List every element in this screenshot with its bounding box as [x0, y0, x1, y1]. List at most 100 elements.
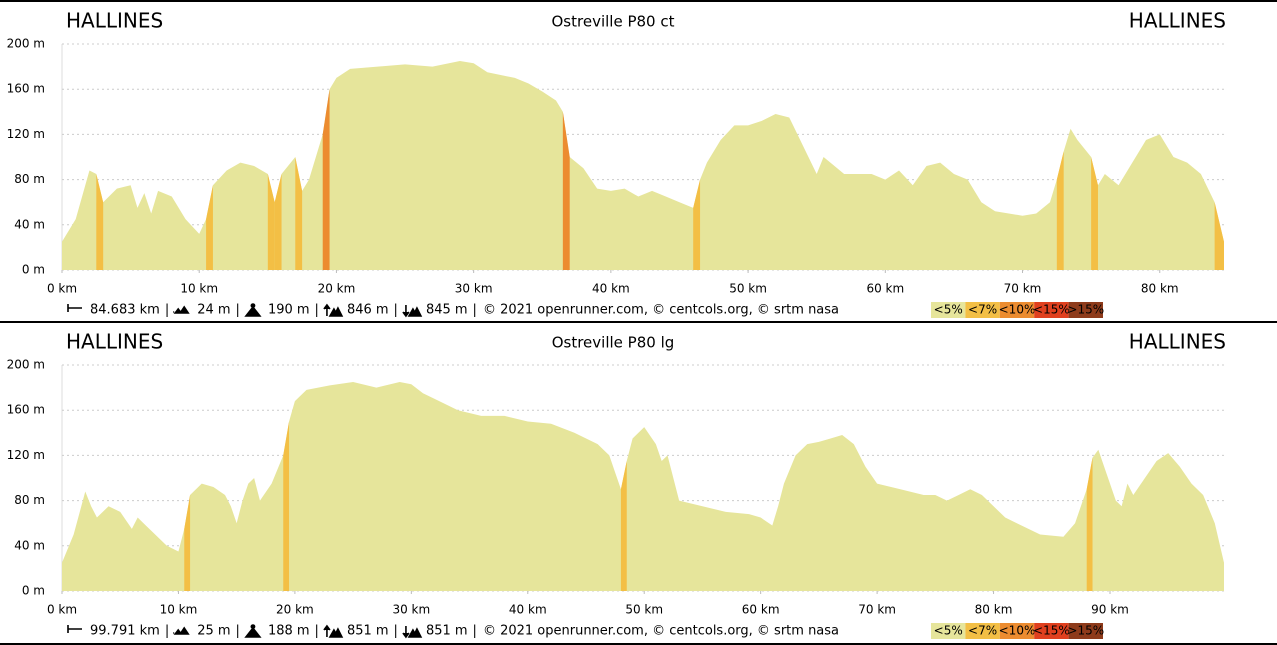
slope-segment: [562, 111, 570, 270]
separator: |: [473, 303, 477, 318]
x-tick-label: 20 km: [318, 282, 356, 296]
stat-value: 84.683 km: [90, 303, 160, 318]
x-tick-label: 20 km: [276, 603, 314, 617]
y-tick-label: 40 m: [14, 538, 45, 552]
separator: |: [315, 303, 319, 318]
slope-segment: [1091, 157, 1098, 270]
slope-segment: [1214, 202, 1224, 270]
slope-segment: [184, 494, 191, 591]
stat-icon: [402, 305, 423, 318]
profile-chart: HALLINES HALLINES Ostreville P80 lg 0 m 40 m…: [0, 321, 1277, 639]
legend-label: <10%: [999, 624, 1036, 638]
x-tick-label: 30 km: [455, 282, 493, 296]
chart-title: Ostreville P80 lg: [552, 334, 675, 352]
stat-value: 25 m: [197, 624, 230, 639]
separator: |: [165, 624, 169, 639]
legend-label: <5%: [934, 303, 963, 317]
legend-swatch: [1068, 302, 1103, 318]
profile-chart: HALLINES HALLINES Ostreville P80 ct 0 m 40 m…: [0, 0, 1277, 318]
separator: |: [394, 624, 398, 639]
y-tick-label: 160 m: [7, 403, 45, 417]
separator: |: [165, 303, 169, 318]
legend-swatch: [965, 623, 1000, 639]
slope-segment: [295, 157, 303, 270]
end-label: HALLINES: [1129, 330, 1226, 354]
legend-label: >15%: [1067, 303, 1104, 317]
x-tick-label: 0 km: [47, 282, 77, 296]
stat-icon: [323, 624, 344, 638]
y-tick-label: 120 m: [7, 448, 45, 462]
stat-value: 845 m: [426, 303, 468, 318]
legend-swatch: [1034, 302, 1069, 318]
separator: |: [236, 303, 240, 318]
x-tick-label: 60 km: [866, 282, 904, 296]
x-tick-label: 10 km: [160, 603, 198, 617]
legend-swatch: [965, 302, 1000, 318]
stat-icon: [323, 303, 344, 317]
x-tick-label: 30 km: [392, 603, 430, 617]
stat-icon: [244, 303, 262, 317]
legend-label: <15%: [1033, 303, 1070, 317]
stat-icon: [67, 304, 82, 312]
slope-segment: [96, 173, 104, 270]
stat-value: 99.791 km: [90, 624, 160, 639]
x-tick-label: 0 km: [47, 603, 77, 617]
stat-value: 851 m: [347, 624, 389, 639]
legend-label: <15%: [1033, 624, 1070, 638]
separator: |: [236, 624, 240, 639]
slope-segment: [322, 89, 330, 270]
y-tick-label: 40 m: [14, 217, 45, 231]
end-label: HALLINES: [1129, 9, 1226, 33]
slope-segment: [1086, 457, 1093, 591]
stat-icon: [244, 624, 262, 638]
stat-value: 190 m: [268, 303, 310, 318]
y-tick-label: 80 m: [14, 172, 45, 186]
legend-label: <10%: [999, 303, 1036, 317]
x-tick-label: 50 km: [729, 282, 767, 296]
x-tick-label: 40 km: [592, 282, 630, 296]
slope-segment: [1056, 151, 1064, 270]
stat-value: 188 m: [268, 624, 310, 639]
legend-swatch: [1068, 623, 1103, 639]
slope-segment: [283, 421, 290, 591]
x-tick-label: 70 km: [858, 603, 896, 617]
x-tick-label: 50 km: [625, 603, 663, 617]
slope-segment: [267, 173, 275, 270]
legend-swatch: [931, 623, 966, 639]
elevation-area: [62, 60, 1224, 271]
start-label: HALLINES: [66, 330, 163, 354]
slope-segment: [693, 179, 701, 270]
y-tick-label: 0 m: [22, 584, 45, 598]
chart-title: Ostreville P80 ct: [552, 13, 675, 31]
y-tick-label: 200 m: [7, 358, 45, 372]
x-tick-label: 90 km: [1091, 603, 1129, 617]
y-tick-label: 80 m: [14, 493, 45, 507]
x-tick-label: 60 km: [742, 603, 780, 617]
y-tick-label: 160 m: [7, 82, 45, 96]
separator: |: [394, 303, 398, 318]
stat-icon: [173, 305, 190, 314]
x-tick-label: 70 km: [1004, 282, 1042, 296]
x-tick-label: 10 km: [180, 282, 218, 296]
x-tick-label: 80 km: [975, 603, 1013, 617]
legend-swatch: [999, 302, 1035, 318]
slope-segment: [206, 185, 213, 270]
y-tick-label: 120 m: [7, 127, 45, 141]
separator: |: [473, 624, 477, 639]
x-tick-label: 40 km: [509, 603, 547, 617]
legend-label: <7%: [968, 303, 997, 317]
legend-label: <5%: [934, 624, 963, 638]
stat-value: 24 m: [197, 303, 230, 318]
elevation-area: [62, 381, 1224, 591]
slope-segment: [274, 173, 282, 270]
start-label: HALLINES: [66, 9, 163, 33]
stat-icon: [67, 625, 82, 633]
legend-swatch: [931, 302, 966, 318]
x-tick-label: 80 km: [1141, 282, 1179, 296]
credits: © 2021 openrunner.com, © centcols.org, ©…: [483, 624, 839, 639]
y-tick-label: 200 m: [7, 37, 45, 51]
stat-value: 851 m: [426, 624, 468, 639]
slope-segment: [620, 461, 627, 591]
